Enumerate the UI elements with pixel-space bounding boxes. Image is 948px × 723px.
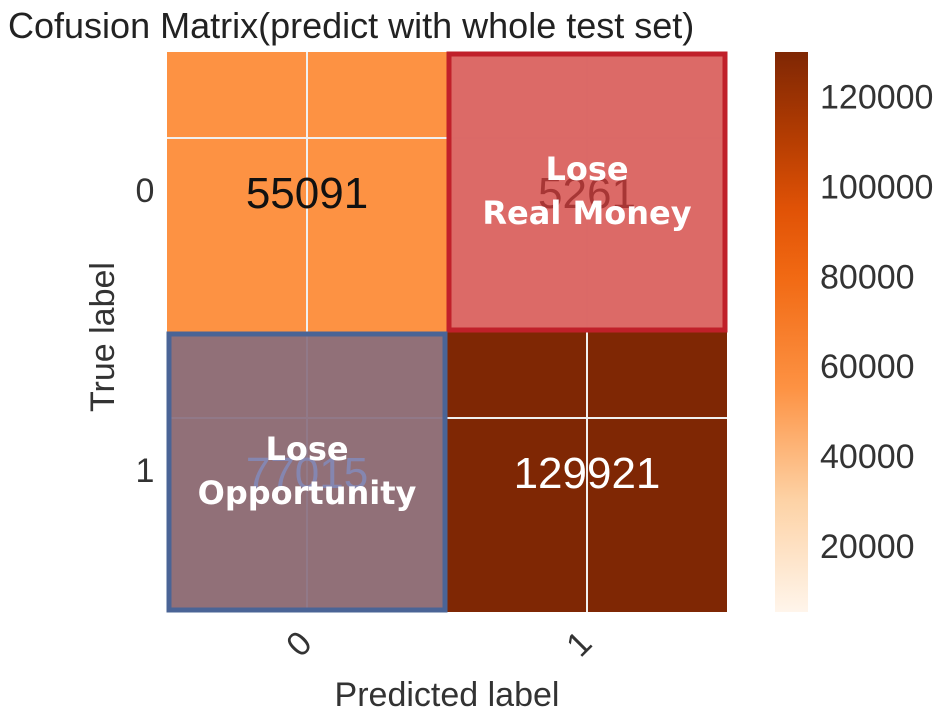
ghost-value-1: 77015: [246, 449, 368, 498]
annotation-1-line-1: Opportunity: [198, 474, 417, 512]
colorbar-tick-100000: 100000: [820, 168, 933, 206]
colorbar: [775, 52, 808, 612]
colorbar-tick-60000: 60000: [820, 348, 915, 386]
annotation-0-line-1: Real Money: [482, 194, 691, 232]
highlight-box-1: [166, 331, 448, 613]
colorbar-tick-120000: 120000: [820, 79, 933, 117]
highlight-box-0: [446, 51, 728, 333]
ghost-value-0: 5261: [538, 169, 636, 218]
y-axis-label: True label: [84, 262, 122, 412]
y-tick-0: 0: [136, 172, 155, 210]
annotation-1-line-0: Lose: [265, 430, 348, 468]
x-axis-label: Predicted label: [335, 676, 560, 714]
colorbar-tick-80000: 80000: [820, 258, 915, 296]
colorbar-tick-20000: 20000: [820, 528, 915, 566]
cell-value-1-1: 129921: [514, 449, 661, 498]
cell-value-0-0: 55091: [246, 169, 368, 218]
annotation-0-line-0: Lose: [545, 150, 628, 188]
colorbar-tick-labels: 20000 40000 60000 80000 100000 120000: [820, 79, 933, 566]
x-tick-0: 0: [279, 624, 319, 664]
colorbar-tick-40000: 40000: [820, 438, 915, 476]
y-tick-1: 1: [136, 452, 155, 490]
y-tick-labels: 01: [136, 172, 155, 490]
chart-title: Cofusion Matrix(predict with whole test …: [8, 5, 694, 46]
x-tick-1: 1: [559, 624, 599, 664]
